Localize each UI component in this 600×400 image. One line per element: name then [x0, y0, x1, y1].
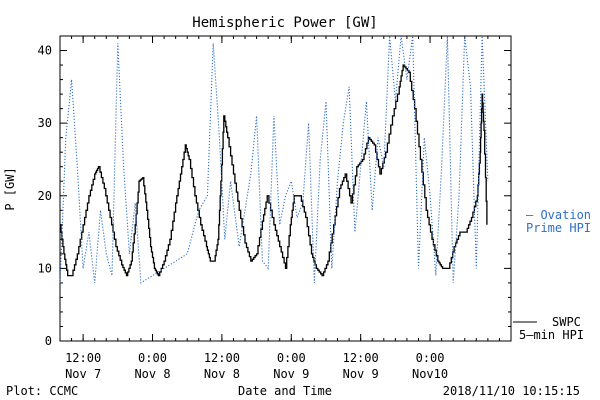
y-axis: 0 10 20 30 40	[38, 35, 511, 348]
legend-ovation-line1: – Ovation	[526, 208, 591, 222]
series-swpc-line	[60, 64, 488, 277]
series-ovation-line	[59, 35, 489, 284]
y-tick-label-2: 20	[38, 189, 52, 203]
x-tick-time-3: 0:00	[277, 351, 306, 365]
y-tick-label-4: 40	[38, 44, 52, 58]
x-tick-time-1: 0:00	[138, 351, 167, 365]
y-tick-label-1: 10	[38, 261, 52, 275]
x-tick-time-0: 12:00	[65, 351, 101, 365]
series-layer	[59, 35, 489, 284]
chart-title: Hemispheric Power [GW]	[192, 15, 377, 31]
x-tick-time-2: 12:00	[204, 351, 240, 365]
x-tick-time-5: 0:00	[416, 351, 445, 365]
x-tick-date-2: Nov 8	[204, 367, 240, 381]
x-tick-time-4: 12:00	[343, 351, 379, 365]
legend-swpc-line1: SWPC	[552, 315, 581, 329]
x-tick-date-4: Nov 9	[343, 367, 379, 381]
y-axis-label: P [GW]	[3, 167, 17, 210]
plot-credit: Plot: CCMC	[6, 384, 78, 398]
y-tick-label-0: 0	[45, 334, 52, 348]
legend-ovation-line2: Prime HPI	[526, 221, 591, 235]
x-axis: 12:00 Nov 7 0:00 Nov 8 12:00 Nov 8 0:00 Nov 9 12…	[59, 36, 512, 381]
legend-swpc-line2: 5–min HPI	[519, 328, 584, 342]
plot-frame	[59, 35, 512, 342]
x-tick-date-1: Nov 8	[134, 367, 170, 381]
x-tick-date-5: Nov10	[412, 367, 448, 381]
x-tick-date-0: Nov 7	[65, 367, 101, 381]
footer-timestamp: 2018/11/10 10:15:15	[443, 384, 580, 398]
y-tick-label-3: 30	[38, 116, 52, 130]
x-axis-label: Date and Time	[238, 384, 332, 398]
x-tick-date-3: Nov 9	[273, 367, 309, 381]
